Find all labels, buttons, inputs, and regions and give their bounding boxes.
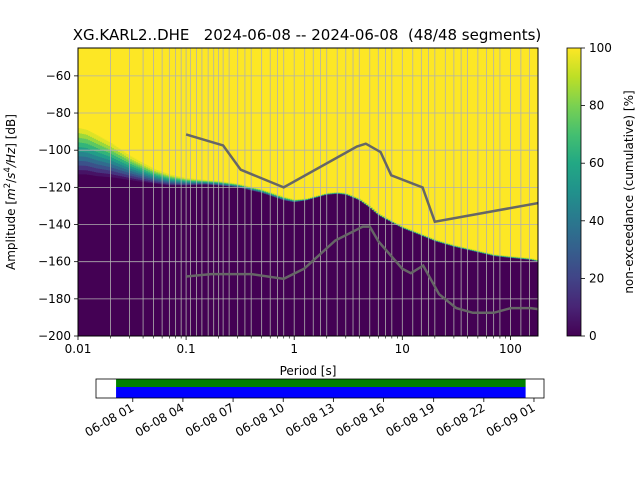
- x-tick-label: 0.01: [65, 342, 92, 356]
- colorbar-label: non-exceedance (cumulative) [%]: [622, 90, 636, 293]
- y-axis: −60 −80 −100 −120 −140 −160 −180 −200: [38, 69, 78, 343]
- noise-model-low-line: [185, 225, 538, 315]
- colorbar-tick-label: 20: [589, 271, 604, 285]
- y-tick-label: −80: [46, 106, 71, 120]
- plot-frame: [77, 47, 539, 337]
- colorbar-tick-label: 60: [589, 156, 604, 170]
- y-tick-label: −120: [38, 180, 71, 194]
- coverage-green-bar: [116, 379, 526, 387]
- y-axis-label-part: Hz: [4, 147, 18, 163]
- y-tick-label: −140: [38, 218, 71, 232]
- coverage-blue-bar: [116, 387, 526, 398]
- coverage-tick-label: 06-08 19: [383, 400, 437, 439]
- coverage-tick-label: 06-08 04: [133, 400, 187, 439]
- coverage-tick-label: 06-08 13: [283, 400, 337, 439]
- x-tick-label: 10: [395, 342, 410, 356]
- x-axis: 0.01 0.1 1 10 100: [65, 336, 522, 356]
- noise-model-high-line: [185, 133, 538, 224]
- y-axis-label-part: /: [4, 178, 18, 183]
- y-axis-label-part: m: [4, 188, 18, 200]
- coverage-tick-label: 06-08 07: [183, 400, 237, 439]
- y-axis-label-part: /: [4, 161, 18, 168]
- x-tick-label: 100: [499, 342, 522, 356]
- y-axis-label-part: ] [dB]: [4, 114, 18, 148]
- coverage-tick-label: 06-08 10: [233, 400, 287, 439]
- colorbar-tick-label: 80: [589, 99, 604, 113]
- y-tick-label: −180: [38, 292, 71, 306]
- colorbar-tick-label: 0: [589, 329, 597, 343]
- chart-title: XG.KARL2..DHE 2024-06-08 -- 2024-06-08 (…: [73, 26, 542, 44]
- coverage-tick-label: 06-08 01: [83, 400, 137, 439]
- colorbar-fill: [567, 48, 581, 336]
- colorbar-ticks: 0 20 40 60 80 100: [581, 41, 612, 343]
- plot-area: [78, 48, 538, 336]
- x-tick-label: 0.1: [177, 342, 196, 356]
- colorbar: 0 20 40 60 80 100 non-exceedance (cumulative)…: [566, 41, 636, 343]
- y-tick-label: −60: [46, 69, 71, 83]
- coverage-tick-label: 06-08 22: [434, 400, 488, 439]
- y-tick-label: −200: [38, 329, 71, 343]
- colorbar-tick-label: 100: [589, 41, 612, 55]
- y-tick-label: −100: [38, 143, 71, 157]
- colorbar-frame: [566, 47, 582, 337]
- y-axis-label-part: 4: [3, 167, 13, 172]
- y-tick-label: −160: [38, 255, 71, 269]
- coverage-tick-label: 06-09 01: [484, 400, 538, 439]
- x-axis-label: Period [s]: [280, 364, 337, 378]
- y-axis-label-part: s: [4, 173, 18, 179]
- y-axis-label: Amplitude [m2/s4/Hz] [dB]: [3, 114, 18, 270]
- y-axis-label-part: 2: [3, 183, 13, 188]
- colorbar-tick-label: 40: [589, 214, 604, 228]
- coverage-tick-label: 06-08 16: [333, 400, 387, 439]
- x-tick-label: 1: [290, 342, 298, 356]
- y-axis-label-part: Amplitude [: [4, 200, 18, 270]
- grid-lines: [78, 48, 538, 336]
- lower-region-fill: [78, 174, 538, 336]
- coverage-frame: [95, 378, 545, 399]
- noise-model-lines: [185, 133, 538, 315]
